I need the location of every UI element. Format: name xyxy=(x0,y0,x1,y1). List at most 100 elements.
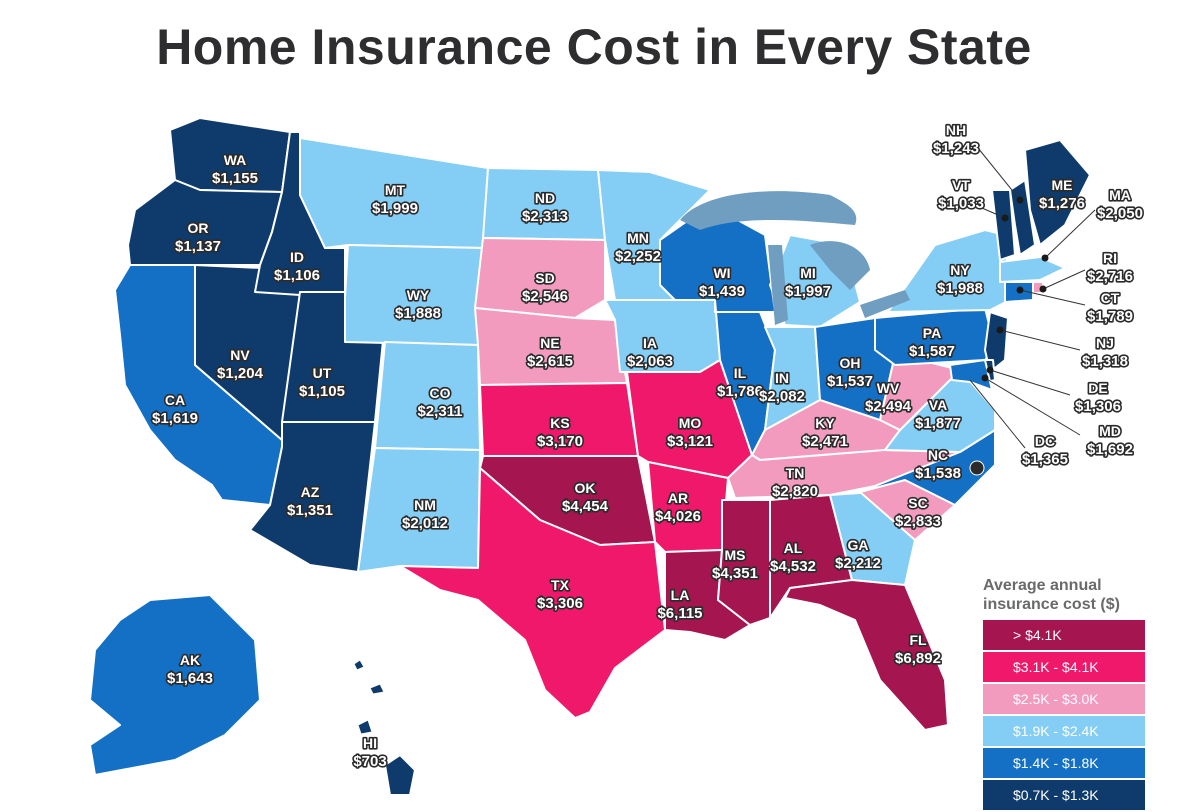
state-cost-mo: $3,121 xyxy=(667,433,713,450)
state-cost-ct: $1,789 xyxy=(1087,308,1133,325)
state-cost-mt: $1,999 xyxy=(372,200,418,217)
state-cost-al: $4,532 xyxy=(770,558,816,575)
state-cost-de: $1,306 xyxy=(1075,398,1121,415)
state-cost-dc: $1,365 xyxy=(1022,451,1068,468)
state-cost-sd: $2,546 xyxy=(522,288,568,305)
state-hi xyxy=(384,754,416,796)
state-label-in: IN xyxy=(775,370,789,386)
state-cost-ks: $3,170 xyxy=(537,433,583,450)
state-label-md: MD xyxy=(1099,423,1121,439)
state-cost-ga: $2,212 xyxy=(835,555,881,572)
state-cost-nv: $1,204 xyxy=(217,365,264,382)
leader-line-ct xyxy=(1019,289,1086,306)
state-cost-nh: $1,243 xyxy=(933,140,979,157)
legend-item-tier-5: $0.7K - $1.3K xyxy=(983,780,1145,810)
lake-erie xyxy=(860,290,910,318)
leader-dot-de xyxy=(986,366,994,374)
state-label-mn: MN xyxy=(627,230,649,246)
state-cost-wv: $2,494 xyxy=(865,398,912,415)
state-label-nm: NM xyxy=(414,497,436,513)
state-cost-il: $1,786 xyxy=(717,383,763,400)
state-label-vt: VT xyxy=(952,177,970,193)
state-cost-la: $6,115 xyxy=(657,605,702,622)
state-label-hi: HI xyxy=(363,735,377,751)
state-cost-ut: $1,105 xyxy=(299,383,345,400)
state-labels: WA $1,155 OR $1,137 CA $1,619 NV $1,204 ID $1,106… xyxy=(150,120,1144,771)
state-tx xyxy=(399,467,666,719)
state-label-mo: MO xyxy=(679,415,702,431)
leader-dot-nj xyxy=(996,326,1004,334)
state-cost-me: $1,276 xyxy=(1039,195,1085,212)
state-cost-ar: $4,026 xyxy=(655,508,701,525)
state-label-mi: MI xyxy=(800,265,816,281)
state-shapes xyxy=(89,117,1091,796)
dc-marker xyxy=(969,460,985,476)
legend: Average annual insurance cost ($) > $4.1… xyxy=(983,576,1148,812)
hi-island-1 xyxy=(353,659,365,671)
lake-michigan xyxy=(768,245,788,325)
state-label-az: AZ xyxy=(301,484,320,500)
state-label-nj: NJ xyxy=(1096,335,1114,351)
leader-dot-ri xyxy=(1039,285,1047,293)
state-cost-ky: $2,471 xyxy=(802,433,848,450)
state-cost-ok: $4,454 xyxy=(562,498,609,515)
leader-line-nh xyxy=(977,147,1021,201)
state-cost-ny: $1,988 xyxy=(937,280,983,297)
legend-title-line-1: Average annual xyxy=(983,577,1102,594)
state-cost-ia: $2,063 xyxy=(627,353,673,370)
state-cost-hi: $703 xyxy=(353,753,386,770)
state-label-ma: MA xyxy=(1109,187,1131,203)
map-decorations xyxy=(353,191,985,735)
state-cost-nj: $1,318 xyxy=(1082,353,1128,370)
state-label-ia: IA xyxy=(643,335,657,351)
state-label-wy: WY xyxy=(407,287,430,303)
state-cost-oh: $1,537 xyxy=(827,373,873,390)
legend-item-tier-2: $2.5K - $3.0K xyxy=(983,684,1145,714)
state-label-ri: RI xyxy=(1103,250,1117,266)
lake-superior xyxy=(680,191,857,230)
legend-item-tier-3: $1.9K - $2.4K xyxy=(983,716,1145,746)
state-cost-va: $1,877 xyxy=(915,415,961,432)
state-label-de: DE xyxy=(1088,380,1107,396)
leader-dot-nh xyxy=(1016,196,1024,204)
state-label-nd: ND xyxy=(535,190,555,206)
leader-dot-ct xyxy=(1016,286,1024,294)
leader-line-md xyxy=(984,377,1081,436)
legend-item-tier-0: > $4.1K xyxy=(983,620,1145,650)
state-cost-fl: $6,892 xyxy=(895,650,941,667)
state-nj xyxy=(984,311,1009,373)
state-label-mt: MT xyxy=(385,182,406,198)
state-label-ny: NY xyxy=(950,262,970,278)
state-label-pa: PA xyxy=(923,325,941,341)
state-label-tn: TN xyxy=(786,465,805,481)
state-cost-ms: $4,351 xyxy=(712,565,758,582)
state-label-ne: NE xyxy=(540,335,559,351)
state-label-la: LA xyxy=(671,587,690,603)
legend-item-tier-4: $1.4K - $1.8K xyxy=(983,748,1145,778)
leader-lines xyxy=(969,147,1096,449)
state-sd xyxy=(474,237,606,319)
state-cost-ne: $2,615 xyxy=(527,353,573,370)
leader-line-vt xyxy=(974,204,1006,219)
state-label-dc: DC xyxy=(1035,433,1055,449)
state-label-ar: AR xyxy=(668,490,688,506)
state-cost-nc: $1,538 xyxy=(915,465,961,482)
state-cost-ri: $2,716 xyxy=(1087,268,1133,285)
legend-title: Average annual insurance cost ($) xyxy=(983,576,1148,614)
state-cost-or: $1,137 xyxy=(175,238,221,255)
leader-dot-ma xyxy=(1041,254,1049,262)
state-cost-wy: $1,888 xyxy=(395,305,441,322)
state-cost-vt: $1,033 xyxy=(938,195,984,212)
state-cost-mi: $1,997 xyxy=(785,283,831,300)
lake-huron xyxy=(810,241,870,290)
state-cost-sc: $2,833 xyxy=(895,513,941,530)
state-cost-pa: $1,587 xyxy=(909,343,955,360)
state-label-wa: WA xyxy=(224,152,247,168)
state-cost-ak: $1,643 xyxy=(167,670,213,687)
state-cost-in: $2,082 xyxy=(759,388,805,405)
state-label-co: CO xyxy=(430,385,451,401)
state-label-nh: NH xyxy=(946,122,966,138)
leader-line-ri xyxy=(1042,269,1086,290)
state-ak xyxy=(89,594,261,776)
state-cost-tn: $2,820 xyxy=(772,483,818,500)
